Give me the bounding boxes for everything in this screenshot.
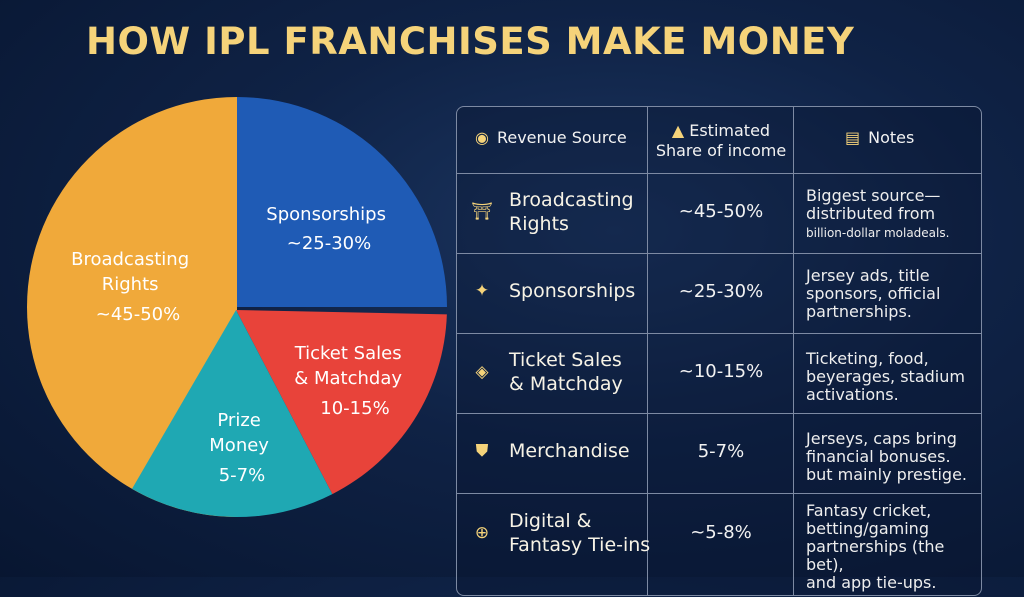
table-row: ⛊ Merchandise 5-7% Jerseys, caps bring f… bbox=[457, 413, 981, 494]
table-row: ✦ Sponsorships ~25-30% Jersey ads, title… bbox=[457, 253, 981, 334]
pie-slice-sponsorships bbox=[237, 97, 447, 307]
row-source: ⊕ Digital & Fantasy Tie-ins bbox=[471, 509, 650, 557]
broadcast-icon: ⛩ bbox=[471, 202, 493, 222]
plus-circle-icon: ⊕ bbox=[474, 523, 490, 543]
pie-label-broadcasting: Broadcasting Rights ~45-50% bbox=[71, 249, 195, 325]
table-divider bbox=[793, 107, 794, 595]
row-source: ✦ Sponsorships bbox=[471, 279, 635, 303]
revenue-table: ◉ Revenue Source ▲ Estimated Share of inc… bbox=[456, 106, 982, 596]
pie-label-prize-money: Prize Money 5-7% bbox=[209, 410, 274, 486]
table-row: ◈ Ticket Sales & Matchday ~10-15% Ticketi… bbox=[457, 333, 981, 414]
pie-slice-ticket-sales bbox=[236, 310, 447, 495]
row-share: ~5-8% bbox=[690, 522, 752, 543]
row-source: ◈ Ticket Sales & Matchday bbox=[471, 348, 622, 396]
notes-icon: ▤ bbox=[845, 128, 861, 147]
handshake-icon: ✦ bbox=[474, 281, 490, 301]
pie-slice-prize-money bbox=[132, 310, 333, 517]
location-pin-icon: ◉ bbox=[475, 128, 489, 147]
row-share: ~10-15% bbox=[678, 361, 764, 382]
table-divider bbox=[647, 107, 648, 595]
row-note: Jerseys, caps bring financial bonuses. b… bbox=[806, 429, 967, 484]
header-revenue-source: ◉ Revenue Source bbox=[475, 128, 627, 147]
shirt-icon: ⛊ bbox=[475, 441, 489, 461]
row-share: ~25-30% bbox=[678, 281, 764, 302]
pie-label-ticket-sales: Ticket Sales & Matchday 10-15% bbox=[294, 343, 408, 419]
row-note: Biggest source— distributed from billion… bbox=[806, 186, 950, 241]
table-header-row: ◉ Revenue Source ▲ Estimated Share of inc… bbox=[457, 107, 981, 174]
ticket-icon: ◈ bbox=[475, 362, 489, 382]
pie-label-sponsorships: Sponsorships ~25-30% bbox=[266, 204, 391, 254]
header-estimated-share: ▲ Estimated Share of income bbox=[655, 121, 787, 160]
pencil-icon: ▲ bbox=[671, 121, 685, 140]
row-share: 5-7% bbox=[697, 441, 745, 462]
row-note: Fantasy cricket, betting/gaming partners… bbox=[806, 501, 945, 592]
page-title: HOW IPL FRANCHISES MAKE MONEY bbox=[86, 20, 855, 63]
table-row: ⊕ Digital & Fantasy Tie-ins ~5-8% Fantasy… bbox=[457, 493, 981, 597]
table-row: ⛩ Broadcasting Rights ~45-50% Biggest sou… bbox=[457, 173, 981, 254]
row-note: Jersey ads, title sponsors, official par… bbox=[806, 266, 941, 321]
row-share: ~45-50% bbox=[678, 201, 764, 222]
row-note: Ticketing, food, beyerages, stadium acti… bbox=[806, 349, 965, 404]
header-notes: ▤ Notes bbox=[845, 128, 915, 147]
pie-chart: Broadcasting Rights ~45-50% Sponsorships… bbox=[27, 97, 447, 517]
row-source: ⛊ Merchandise bbox=[471, 439, 630, 463]
row-source: ⛩ Broadcasting Rights bbox=[471, 189, 634, 235]
